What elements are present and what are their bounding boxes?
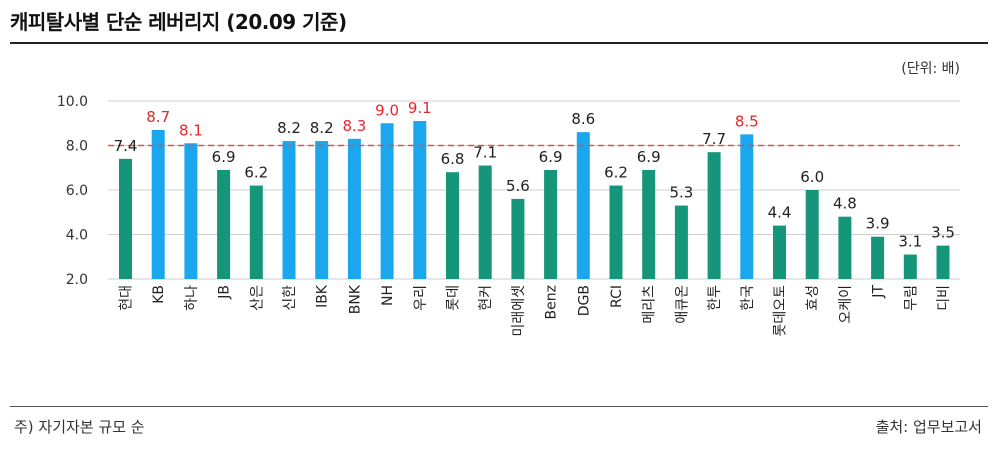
value-label: 8.6 bbox=[571, 110, 595, 128]
value-label: 9.0 bbox=[375, 101, 399, 119]
bar-NH bbox=[380, 123, 394, 279]
value-label: 8.2 bbox=[277, 119, 301, 137]
value-label: 6.8 bbox=[441, 150, 465, 168]
category-label: 현대 bbox=[119, 285, 135, 311]
bar-무림 bbox=[903, 254, 917, 279]
bar-JT bbox=[871, 236, 885, 279]
category-label: 미래에셋 bbox=[511, 285, 527, 337]
value-label: 6.0 bbox=[800, 168, 824, 186]
value-label: 6.9 bbox=[212, 148, 236, 166]
category-label: 효성 bbox=[805, 285, 821, 311]
bar-산은 bbox=[249, 185, 263, 279]
y-tick-label: 8.0 bbox=[66, 139, 88, 155]
value-label: 3.9 bbox=[866, 215, 890, 233]
bar-한투 bbox=[707, 152, 721, 279]
value-labels: 7.4 8.7 8.1 6.9 6.2 8.2 8.2 8.3 9.0 9.1 6.8 7.1 5.6 6… bbox=[114, 99, 955, 251]
category-label: 한국 bbox=[740, 285, 756, 311]
value-label: 6.9 bbox=[637, 148, 661, 166]
bars bbox=[119, 121, 950, 280]
grid-lines bbox=[108, 100, 960, 280]
bar-신한 bbox=[282, 141, 296, 279]
category-label: 신한 bbox=[282, 285, 298, 311]
bar-롯데오토 bbox=[773, 225, 786, 279]
category-label: 오케이 bbox=[838, 285, 854, 324]
category-label: 한투 bbox=[707, 285, 723, 311]
value-label: 8.2 bbox=[310, 119, 334, 137]
category-label: DGB bbox=[576, 285, 592, 316]
category-label: 현커 bbox=[478, 285, 494, 311]
y-tick-label: 4.0 bbox=[66, 228, 88, 244]
value-label: 8.1 bbox=[179, 121, 203, 139]
value-label: 8.7 bbox=[146, 108, 170, 126]
chart-title: 캐피탈사별 단순 레버리지 (20.09 기준) bbox=[10, 10, 347, 34]
footer-rule bbox=[10, 406, 988, 407]
bar-RCI bbox=[609, 185, 623, 279]
value-label: 5.3 bbox=[669, 184, 693, 202]
category-label: 롯데 bbox=[446, 285, 462, 311]
category-label: IBK bbox=[315, 284, 331, 308]
value-label: 7.1 bbox=[473, 144, 497, 162]
category-label: RCI bbox=[609, 285, 625, 308]
value-label: 8.3 bbox=[342, 117, 366, 135]
value-label: 8.5 bbox=[735, 112, 759, 130]
bar-메리츠 bbox=[642, 169, 656, 279]
category-label: 무림 bbox=[903, 285, 919, 311]
value-label: 6.2 bbox=[244, 164, 268, 182]
source-label: 출처: 업무보고서 bbox=[875, 418, 982, 436]
value-label: 3.1 bbox=[898, 233, 922, 251]
y-axis-ticks: 2.0 4.0 6.0 8.0 10.0 bbox=[57, 94, 88, 288]
bar-미래에셋 bbox=[511, 198, 525, 279]
category-label: NH bbox=[380, 285, 396, 306]
value-label: 5.6 bbox=[506, 177, 530, 195]
bar-JB bbox=[217, 169, 231, 279]
category-label: 메리츠 bbox=[642, 285, 658, 324]
title-rule bbox=[10, 42, 988, 44]
category-label: JB bbox=[217, 285, 233, 300]
bar-KB bbox=[151, 129, 165, 279]
category-label: 산은 bbox=[249, 285, 265, 311]
value-label: 3.5 bbox=[931, 224, 955, 242]
value-label: 4.4 bbox=[768, 204, 792, 222]
value-label: 7.4 bbox=[114, 137, 138, 155]
category-label: 하나 bbox=[184, 285, 200, 311]
value-label: 6.2 bbox=[604, 164, 628, 182]
y-tick-label: 2.0 bbox=[66, 272, 88, 288]
unit-label: (단위: 배) bbox=[901, 61, 960, 77]
category-label: Benz bbox=[544, 285, 560, 319]
bar-디비 bbox=[936, 245, 950, 279]
bar-오케이 bbox=[838, 216, 852, 279]
bar-DGB bbox=[576, 132, 590, 279]
value-label: 9.1 bbox=[408, 99, 432, 117]
bar-애큐온 bbox=[674, 205, 688, 279]
value-label: 4.8 bbox=[833, 195, 857, 213]
bar-우리 bbox=[413, 121, 427, 280]
bar-롯데 bbox=[446, 172, 459, 279]
value-label: 6.9 bbox=[539, 148, 563, 166]
footnote: 주) 자기자본 규모 순 bbox=[14, 418, 145, 436]
bar-현대 bbox=[119, 158, 132, 279]
category-label: 우리 bbox=[413, 285, 429, 311]
y-tick-label: 10.0 bbox=[57, 94, 88, 110]
category-label: JT bbox=[871, 285, 887, 299]
category-label: 애큐온 bbox=[674, 285, 690, 324]
bar-한국 bbox=[740, 134, 754, 279]
bar-효성 bbox=[805, 190, 819, 279]
category-label: 디비 bbox=[936, 285, 952, 311]
bar-Benz bbox=[544, 169, 558, 279]
value-label: 7.7 bbox=[702, 130, 726, 148]
bar-현커 bbox=[478, 165, 492, 279]
bar-IBK bbox=[315, 141, 329, 279]
category-label: BNK bbox=[347, 284, 363, 314]
bar-하나 bbox=[184, 143, 198, 279]
bar-BNK bbox=[347, 138, 361, 279]
category-label: 롯데오토 bbox=[773, 285, 789, 337]
y-tick-label: 6.0 bbox=[66, 183, 88, 199]
category-label: KB bbox=[151, 285, 167, 304]
category-labels: 현대 KB 하나 JB 산은 신한 IBK BNK NH 우리 롯데 현커 미래에셋 Benz DGB RCI… bbox=[119, 284, 953, 336]
